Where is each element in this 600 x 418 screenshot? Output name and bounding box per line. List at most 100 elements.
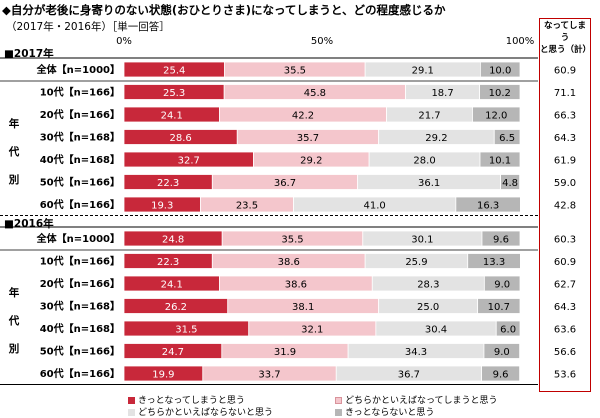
- data-label: 24.1: [161, 111, 183, 122]
- data-label: 38.1: [292, 302, 314, 313]
- total-column-frame: [539, 18, 591, 392]
- total-value: 60.9: [554, 66, 576, 77]
- bar-segment: [481, 365, 521, 382]
- data-label: 45.8: [304, 88, 326, 99]
- total-value: 61.9: [554, 156, 576, 167]
- data-label: 36.7: [398, 370, 420, 381]
- chart-subtitle: （2017年・2016年）［単一回答］: [6, 21, 170, 33]
- data-label: 25.3: [163, 88, 185, 99]
- total-column-header: なってしまう と思う（計）: [540, 20, 591, 56]
- row-label: 30代【n=168】: [40, 300, 120, 313]
- data-label: 9.0: [494, 280, 510, 291]
- data-label: 38.6: [285, 280, 307, 291]
- data-label: 13.3: [483, 257, 505, 268]
- row-label: 10代【n=166】: [40, 255, 120, 268]
- total-value: 60.3: [554, 235, 576, 246]
- data-label: 41.0: [364, 201, 386, 212]
- bar-segment: [455, 196, 521, 213]
- total-value: 63.6: [554, 325, 576, 336]
- year-label: ■2017年: [4, 47, 54, 60]
- row-label: 20代【n=166】: [40, 108, 120, 121]
- legend-item-3: どちらかといえばならないと思う: [128, 405, 273, 418]
- chart-title: ◆自分が老後に身寄りのない状態(おひとりさま)になってしまうと、どの程度感じるか: [2, 3, 446, 17]
- data-label: 29.2: [425, 133, 447, 144]
- data-label: 36.1: [418, 178, 440, 189]
- x-tick-label: 100%: [506, 36, 535, 47]
- side-label-char: 代: [8, 145, 20, 158]
- legend-swatch-3: [128, 409, 135, 416]
- total-value: 64.3: [554, 133, 576, 144]
- row-label: 20代【n=166】: [40, 277, 120, 290]
- legend-label-4: きっとならないと思う: [345, 408, 435, 418]
- data-label: 36.7: [274, 178, 296, 189]
- bar-segment: [479, 84, 521, 100]
- legend-swatch-1: [128, 397, 135, 404]
- row-label: 60代【n=166】: [40, 198, 120, 211]
- legend-item-2: どちらかといえばなってしまうと思う: [335, 393, 498, 406]
- data-label: 9.0: [494, 347, 510, 358]
- total-value: 56.6: [554, 347, 576, 358]
- data-label: 25.0: [417, 302, 439, 313]
- data-label: 35.5: [284, 66, 306, 77]
- bar-segment: [500, 174, 521, 190]
- data-label: 34.3: [405, 347, 427, 358]
- data-label: 24.7: [162, 347, 184, 358]
- row-label: 全体【n=1000】: [36, 232, 120, 245]
- data-label: 31.5: [175, 325, 197, 336]
- data-label: 10.0: [489, 66, 511, 77]
- data-label: 22.3: [157, 257, 179, 268]
- data-label: 19.9: [152, 370, 174, 381]
- row-label: 40代【n=168】: [40, 153, 120, 166]
- legend-item-4: きっとならないと思う: [335, 405, 434, 418]
- x-tick-label: 0%: [116, 36, 132, 47]
- data-label: 19.3: [151, 201, 173, 212]
- data-label: 21.7: [418, 111, 440, 122]
- total-value: 42.8: [554, 201, 576, 212]
- legend-item-1: きっとなってしまうと思う: [128, 393, 245, 406]
- data-label: 30.4: [425, 325, 447, 336]
- data-label: 18.7: [431, 88, 453, 99]
- side-label-char: 別: [8, 342, 20, 355]
- data-label: 10.1: [489, 156, 511, 167]
- data-label: 12.0: [485, 111, 507, 122]
- row-label: 30代【n=168】: [40, 131, 120, 144]
- data-label: 6.5: [499, 133, 515, 144]
- data-label: 29.2: [300, 156, 322, 167]
- data-label: 10.7: [488, 302, 510, 313]
- bar-segment: [483, 275, 521, 292]
- data-label: 29.1: [412, 66, 434, 77]
- data-label: 10.2: [489, 88, 511, 99]
- side-label-char: 年: [9, 117, 20, 130]
- bar-segment: [467, 253, 521, 269]
- row-label: 50代【n=166】: [40, 345, 120, 358]
- data-label: 32.7: [178, 156, 200, 167]
- data-label: 6.0: [500, 325, 516, 336]
- data-label: 22.3: [157, 178, 179, 189]
- total-value: 66.3: [554, 111, 576, 122]
- bar-segment: [483, 343, 521, 359]
- data-label: 9.6: [493, 370, 509, 381]
- row-label: 10代【n=166】: [40, 86, 120, 99]
- total-value: 60.9: [554, 257, 576, 268]
- bar-segment: [493, 129, 521, 145]
- data-label: 16.3: [477, 201, 499, 212]
- data-label: 25.9: [405, 257, 427, 268]
- bar-segment: [481, 230, 521, 247]
- total-header-line-1: なってしまう: [543, 21, 587, 43]
- legend-swatch-4: [335, 409, 342, 416]
- data-label: 35.5: [281, 235, 303, 246]
- bar-segment: [479, 61, 521, 78]
- data-label: 4.8: [502, 178, 518, 189]
- data-label: 31.9: [274, 347, 296, 358]
- legend-label-1: きっとなってしまうと思う: [138, 396, 245, 406]
- year-label: ■2016年: [4, 217, 54, 230]
- row-label: 40代【n=168】: [40, 322, 120, 335]
- row-label: 50代【n=166】: [40, 176, 120, 189]
- data-label: 28.3: [417, 280, 439, 291]
- data-label: 24.1: [161, 280, 183, 291]
- side-label-char: 別: [8, 173, 20, 186]
- data-label: 28.0: [413, 156, 435, 167]
- bar-segment: [495, 320, 521, 337]
- data-label: 9.6: [493, 235, 509, 246]
